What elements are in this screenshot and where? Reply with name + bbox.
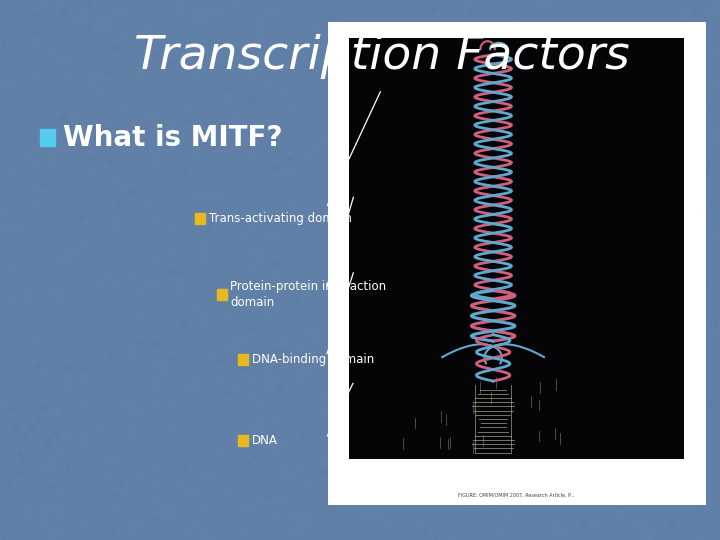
- Bar: [349, 38, 684, 459]
- Text: Trans-activating domain: Trans-activating domain: [209, 212, 351, 225]
- Bar: [238, 435, 248, 446]
- Text: DNA-binding domain: DNA-binding domain: [252, 353, 374, 366]
- Bar: [40, 129, 55, 146]
- Text: Protein-protein interaction
domain: Protein-protein interaction domain: [230, 280, 387, 309]
- Text: FIGURE: OMIM/OMIM 2007, Research Article, P...: FIGURE: OMIM/OMIM 2007, Research Article…: [459, 492, 575, 498]
- Text: Transcription Factors: Transcription Factors: [134, 34, 629, 79]
- Bar: [328, 22, 706, 505]
- Text: What is MITF?: What is MITF?: [63, 124, 283, 152]
- Bar: [238, 354, 248, 364]
- Bar: [195, 213, 205, 224]
- Bar: [217, 289, 227, 300]
- Text: DNA: DNA: [252, 434, 278, 447]
